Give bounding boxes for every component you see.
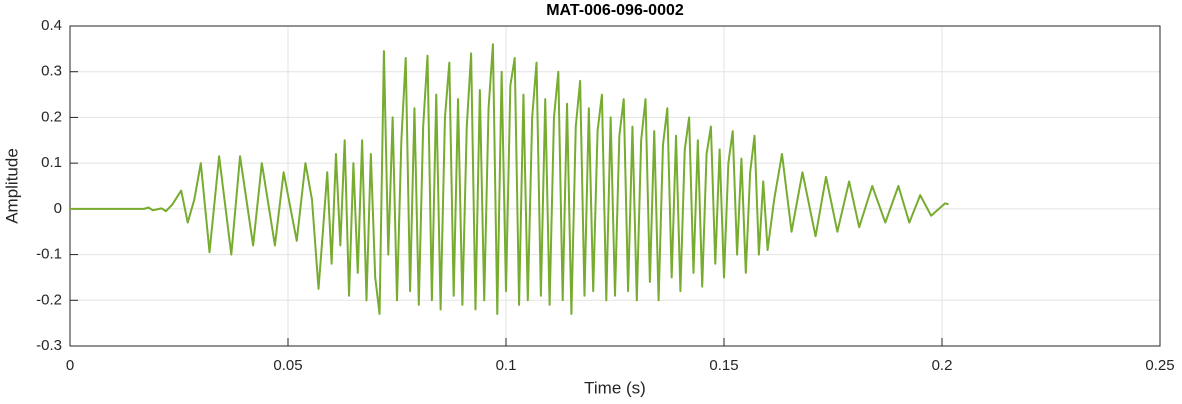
- x-axis-label: Time (s): [584, 378, 646, 397]
- plot-frame: [69, 25, 1161, 347]
- y-tick-label: -0.2: [36, 291, 62, 308]
- y-tick-label: -0.1: [36, 246, 62, 263]
- y-axis-label: Amplitude: [2, 148, 21, 224]
- x-tick-label: 0.15: [709, 357, 738, 374]
- waveform-line: [70, 43, 949, 315]
- x-tick-label: 0.1: [496, 357, 517, 374]
- y-tick-label: 0.2: [41, 108, 62, 125]
- y-tick-label: 0: [54, 200, 62, 217]
- x-tick-label: 0: [66, 357, 74, 374]
- x-tick-label: 0.25: [1145, 357, 1174, 374]
- y-tick-label: 0.4: [41, 17, 62, 34]
- y-tick-label: 0.3: [41, 63, 62, 80]
- y-tick-label: -0.3: [36, 337, 62, 354]
- x-tick-label: 0.2: [932, 357, 953, 374]
- chart-title: MAT-006-096-0002: [546, 2, 684, 19]
- x-tick-label: 0.05: [273, 357, 302, 374]
- y-tick-label: 0.1: [41, 154, 62, 171]
